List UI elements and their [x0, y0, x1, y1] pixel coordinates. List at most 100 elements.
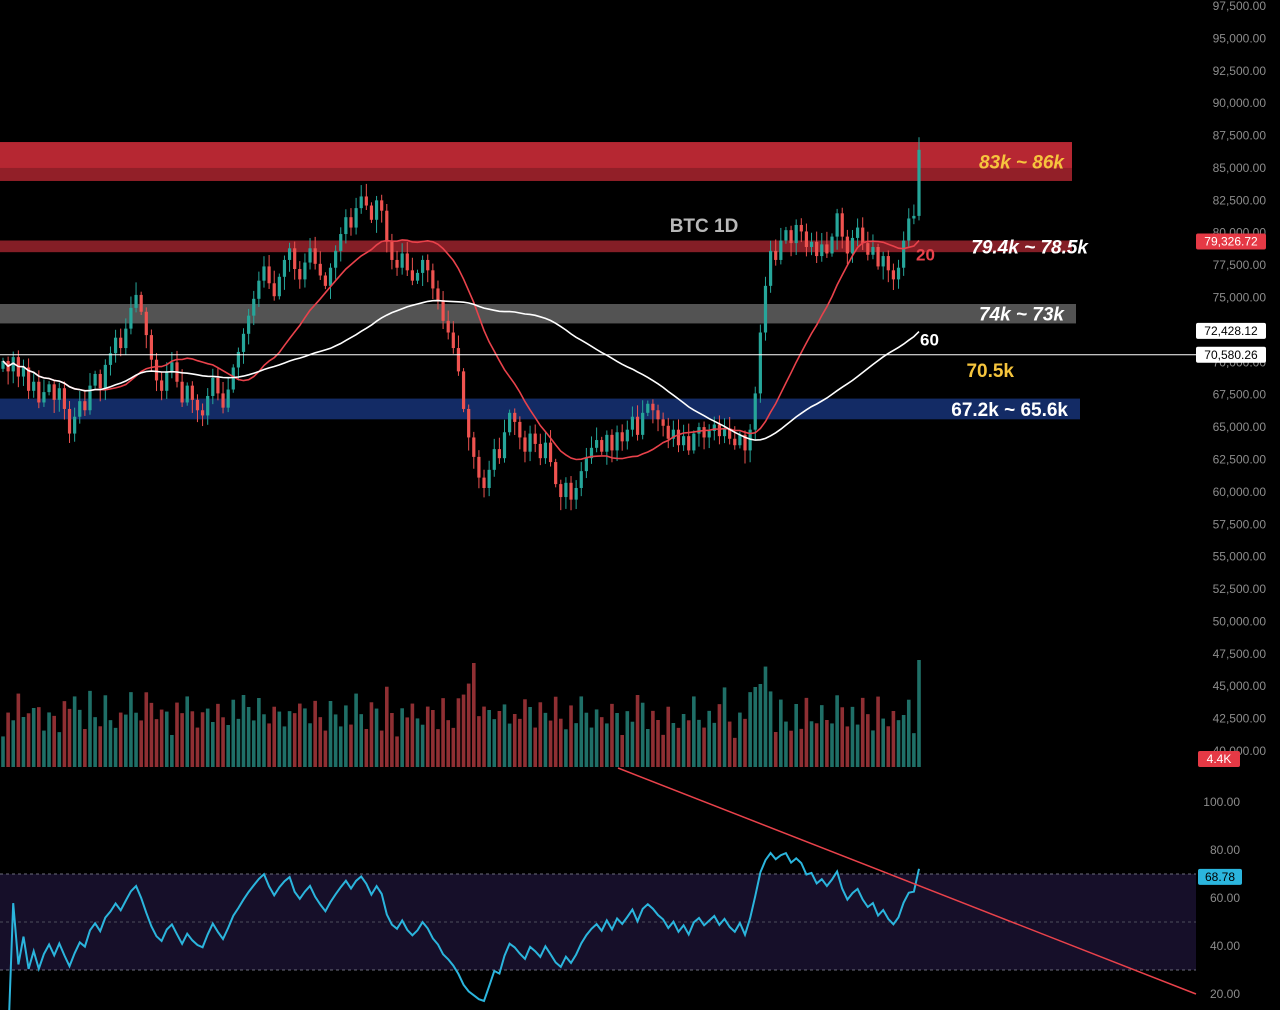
volume-bar [901, 715, 906, 767]
candle-body [502, 432, 507, 459]
candle-body [589, 447, 594, 459]
price-tick-label: 60,000.00 [1213, 485, 1267, 499]
price-tick-label: 82,500.00 [1213, 193, 1267, 207]
candle-body [369, 205, 374, 220]
candle-body [564, 482, 568, 498]
zone-band-3[interactable] [0, 398, 1080, 420]
candle-body [707, 430, 711, 438]
candle-body [37, 381, 41, 403]
candle-body [354, 208, 358, 228]
candle-body [277, 276, 281, 297]
candle-body [200, 410, 205, 416]
volume-bar [528, 707, 532, 767]
candle-body [83, 401, 87, 411]
volume-bars [1, 660, 921, 767]
volume-bar [886, 726, 891, 767]
price-tag-bg [1196, 233, 1266, 250]
volume-bar [170, 735, 174, 767]
line-label-70-5k: 70.5k [966, 361, 1014, 382]
volume-bar [11, 720, 16, 767]
volume-bar [431, 710, 435, 767]
volume-bar [891, 711, 896, 767]
volume-bar [666, 706, 671, 767]
price-tick-label: 57,500.00 [1213, 517, 1267, 531]
volume-bar [569, 705, 573, 767]
volume-bar [354, 693, 358, 767]
candle-body [722, 428, 727, 437]
volume-bar [410, 703, 415, 767]
candle-body [98, 373, 102, 389]
candle-body [886, 256, 890, 271]
volume-bar [144, 692, 149, 767]
volume-bar [103, 695, 108, 767]
volume-bar [497, 711, 502, 767]
candle-body [518, 421, 522, 438]
volume-bar [732, 737, 737, 767]
candle-body [579, 471, 583, 488]
volume-bar [211, 722, 215, 767]
candle-body [52, 384, 56, 400]
volume-bar [272, 706, 277, 767]
candle-body [569, 482, 573, 500]
volume-bar [287, 711, 292, 767]
volume-bar [906, 699, 911, 767]
candle-body [605, 434, 609, 452]
candle-body [840, 213, 844, 237]
support-resistance-zones[interactable] [0, 142, 1080, 420]
volume-bar [461, 694, 466, 767]
rsi-axis[interactable]: 100.00 80.00 60.00 40.00 20.00 [1203, 795, 1240, 1001]
rsi-trendline[interactable] [617, 767, 1197, 995]
candle-body [487, 469, 491, 488]
volume-bar [748, 692, 752, 767]
candle-body [405, 253, 409, 271]
volume-bar [692, 696, 696, 767]
price-tag-text: 72,428.12 [1204, 324, 1258, 338]
price-axis[interactable]: 97,500.00 95,000.00 92,500.00 90,000.00 87,5… [1213, 0, 1267, 758]
candle-body [891, 270, 896, 280]
candle-body [830, 236, 834, 254]
zone-band-1[interactable] [0, 240, 1072, 253]
zone-band-2[interactable] [0, 304, 1076, 324]
volume-bar [553, 696, 558, 767]
rsi-pane[interactable] [0, 767, 1197, 1010]
volume-bar [67, 708, 72, 767]
volume-bar [819, 705, 824, 767]
volume-bar [855, 724, 860, 767]
volume-bar [482, 706, 486, 767]
candle-body [641, 412, 645, 435]
volume-bar [308, 723, 312, 767]
volume-bar [149, 702, 154, 767]
candle-body [282, 259, 287, 277]
volume-bar [697, 719, 701, 767]
volume-bar [436, 729, 440, 767]
candle-body [508, 412, 512, 433]
candle-body [47, 384, 51, 393]
volume-bar [124, 714, 128, 767]
candle-body [303, 262, 307, 280]
volume-bar [860, 697, 865, 767]
candle-body [825, 244, 829, 254]
chart-title: BTC 1D [670, 216, 739, 237]
volume-bar [425, 706, 430, 767]
candle-body [738, 434, 742, 446]
candle-body [513, 412, 517, 422]
volume-bar [543, 712, 548, 767]
candle-body [328, 267, 333, 286]
candle-body [359, 196, 363, 209]
volume-tag: 4.4K [1198, 751, 1240, 767]
candle-body [67, 408, 72, 434]
candle-body [160, 380, 164, 391]
candle-body [73, 416, 77, 434]
candle-body [651, 403, 655, 411]
candle-body [610, 434, 614, 451]
rsi-tick-label: 60.00 [1210, 891, 1240, 905]
candle-body [170, 362, 174, 372]
volume-bar [37, 707, 41, 767]
candle-body [712, 424, 716, 431]
candle-body [600, 440, 604, 452]
volume-bar [866, 714, 870, 767]
candle-body [139, 294, 143, 312]
candle-body [190, 385, 194, 400]
price-tick-label: 77,500.00 [1213, 258, 1267, 272]
